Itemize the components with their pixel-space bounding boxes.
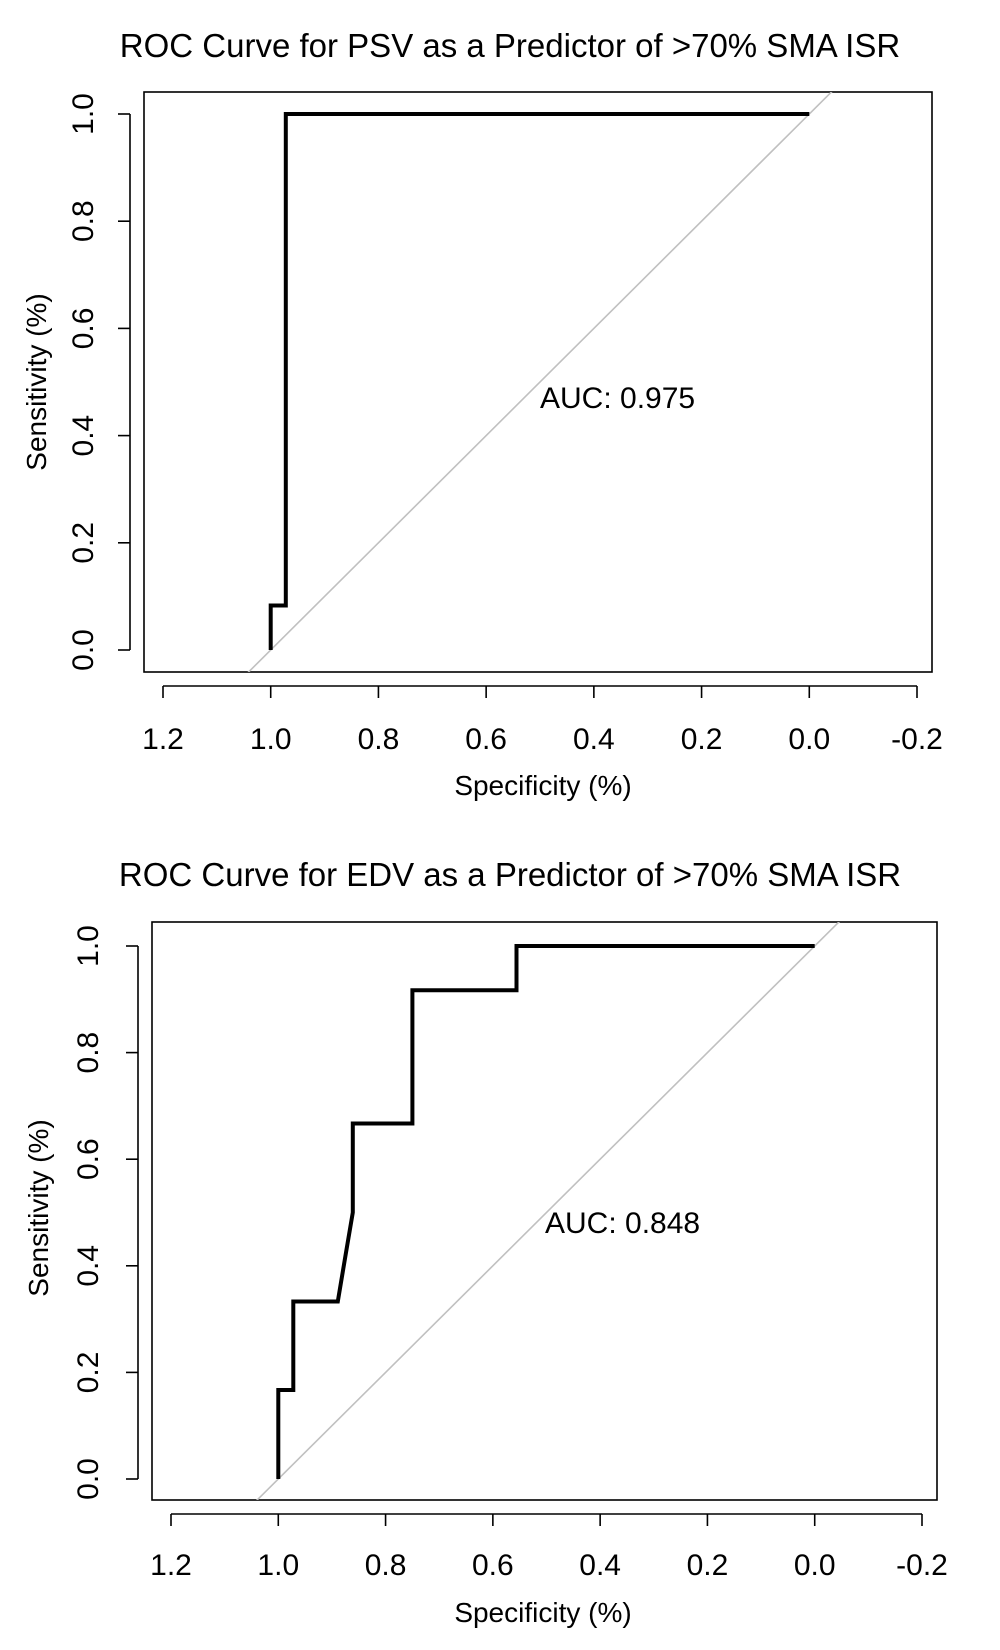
y-tick-label: 1.0 [67, 93, 100, 135]
x-tick-label: 0.8 [365, 1549, 407, 1582]
plot-frame [151, 921, 938, 1501]
plot-frame [143, 91, 933, 673]
y-axis-label: Sensitivity (%) [21, 293, 52, 470]
x-tick-label: 0.2 [681, 723, 723, 756]
x-tick-label: 1.0 [250, 723, 292, 756]
x-tick-label: 0.0 [794, 1549, 836, 1582]
y-tick-label: 0.8 [67, 200, 100, 242]
auc-annotation: AUC: 0.975 [540, 382, 695, 415]
x-axis-label: Specificity (%) [454, 770, 631, 801]
y-tick-label: 0.4 [67, 415, 100, 457]
auc-annotation: AUC: 0.848 [545, 1207, 700, 1240]
chart-title: ROC Curve for EDV as a Predictor of >70%… [119, 856, 901, 893]
y-tick-label: 0.0 [72, 1458, 105, 1500]
reference-diagonal [256, 922, 841, 1500]
x-tick-label: 0.6 [472, 1549, 514, 1582]
y-tick-label: 0.6 [72, 1138, 105, 1180]
roc-curve [276, 944, 815, 1479]
y-tick-label: 0.2 [72, 1352, 105, 1394]
x-tick-label: -0.2 [896, 1549, 948, 1582]
roc-panel-psv: ROC Curve for PSV as a Predictor of >70%… [21, 27, 943, 801]
roc-panel-edv: ROC Curve for EDV as a Predictor of >70%… [23, 856, 948, 1628]
x-tick-label: 1.2 [142, 723, 184, 756]
x-axis-label: Specificity (%) [454, 1597, 631, 1628]
x-tick-label: 1.0 [257, 1549, 299, 1582]
y-tick-label: 0.0 [67, 629, 100, 671]
x-tick-label: 0.6 [465, 723, 507, 756]
roc-curve [268, 112, 810, 650]
x-tick-label: 0.8 [358, 723, 400, 756]
y-tick-label: 0.4 [72, 1245, 105, 1287]
y-axis-label: Sensitivity (%) [23, 1119, 54, 1296]
x-tick-label: 0.4 [579, 1549, 621, 1582]
x-tick-label: -0.2 [891, 723, 943, 756]
x-tick-label: 0.4 [573, 723, 615, 756]
x-tick-label: 0.2 [687, 1549, 729, 1582]
chart-title: ROC Curve for PSV as a Predictor of >70%… [120, 27, 900, 64]
y-tick-label: 1.0 [72, 925, 105, 967]
y-tick-label: 0.6 [67, 308, 100, 350]
x-tick-label: 1.2 [150, 1549, 192, 1582]
reference-diagonal [247, 92, 833, 672]
y-tick-label: 0.2 [67, 522, 100, 564]
y-tick-label: 0.8 [72, 1032, 105, 1074]
x-tick-label: 0.0 [788, 723, 830, 756]
